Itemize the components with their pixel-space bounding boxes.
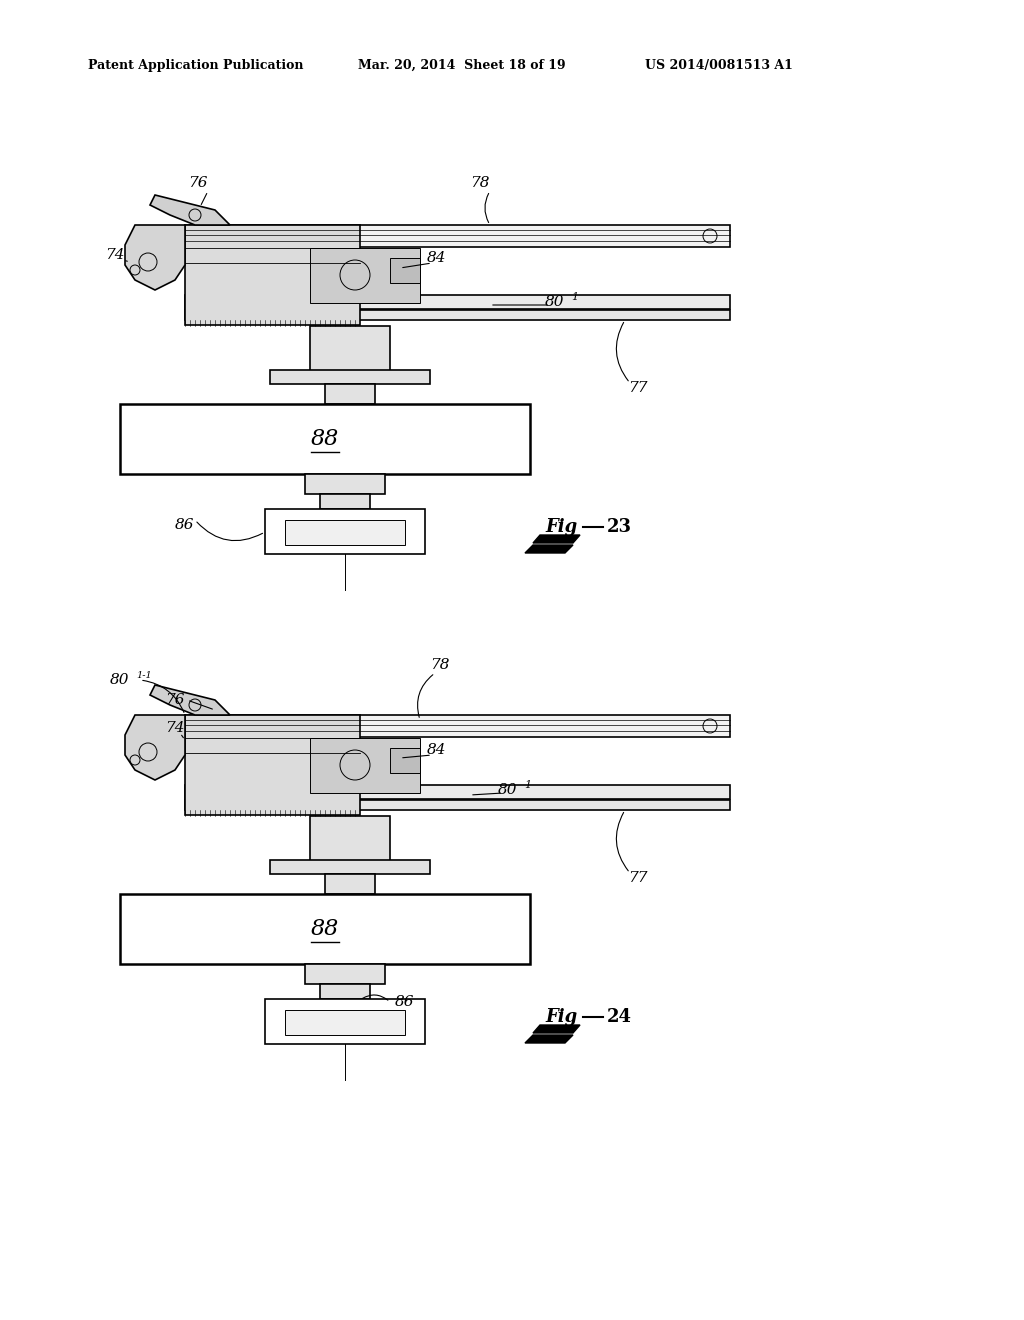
- Bar: [285, 1010, 406, 1035]
- Text: 84: 84: [427, 251, 446, 265]
- Bar: [310, 816, 390, 866]
- Bar: [185, 224, 730, 247]
- Bar: [310, 326, 390, 376]
- Polygon shape: [534, 1026, 580, 1034]
- Bar: [390, 748, 420, 774]
- Text: 88: 88: [311, 428, 339, 450]
- Text: 80: 80: [499, 783, 518, 797]
- Polygon shape: [525, 1035, 573, 1043]
- Polygon shape: [150, 685, 230, 715]
- Text: 86: 86: [395, 995, 415, 1008]
- Text: 78: 78: [470, 176, 489, 190]
- Polygon shape: [125, 715, 185, 780]
- FancyArrowPatch shape: [485, 194, 488, 223]
- Text: 74: 74: [105, 248, 125, 261]
- Polygon shape: [125, 224, 185, 290]
- Bar: [185, 715, 360, 814]
- Bar: [185, 715, 730, 737]
- Bar: [325, 874, 375, 894]
- Polygon shape: [534, 535, 580, 543]
- Bar: [270, 861, 430, 874]
- Bar: [305, 474, 385, 494]
- Text: 1: 1: [524, 780, 531, 789]
- Text: 77: 77: [629, 871, 648, 884]
- Text: 76: 76: [165, 693, 184, 708]
- Bar: [319, 494, 370, 510]
- Text: 78: 78: [430, 657, 450, 672]
- FancyArrowPatch shape: [142, 680, 184, 713]
- Bar: [325, 384, 375, 404]
- Text: 88: 88: [311, 917, 339, 940]
- Text: 76: 76: [188, 176, 208, 190]
- Text: 74: 74: [165, 721, 184, 735]
- Bar: [120, 404, 530, 474]
- Bar: [185, 785, 730, 799]
- FancyArrowPatch shape: [616, 322, 629, 381]
- Text: Patent Application Publication: Patent Application Publication: [88, 58, 303, 71]
- Bar: [305, 964, 385, 983]
- Text: 80: 80: [545, 294, 565, 309]
- FancyArrowPatch shape: [197, 521, 262, 541]
- Text: 80: 80: [111, 673, 130, 686]
- Bar: [390, 257, 420, 282]
- Text: 24: 24: [607, 1008, 632, 1026]
- FancyArrowPatch shape: [362, 995, 388, 1001]
- Text: 84: 84: [427, 743, 446, 756]
- Bar: [285, 520, 406, 545]
- Text: 1: 1: [571, 292, 579, 302]
- Bar: [310, 738, 420, 793]
- Bar: [270, 370, 430, 384]
- Text: Mar. 20, 2014  Sheet 18 of 19: Mar. 20, 2014 Sheet 18 of 19: [358, 58, 565, 71]
- Polygon shape: [150, 195, 230, 224]
- Polygon shape: [525, 545, 573, 553]
- Text: 77: 77: [629, 381, 648, 395]
- Bar: [185, 800, 730, 810]
- Bar: [185, 294, 730, 309]
- FancyArrowPatch shape: [418, 675, 433, 717]
- Text: Fig: Fig: [545, 517, 578, 536]
- Bar: [185, 224, 360, 325]
- Bar: [319, 983, 370, 999]
- Bar: [185, 310, 730, 319]
- FancyArrowPatch shape: [616, 812, 629, 871]
- Bar: [265, 999, 425, 1044]
- Bar: [120, 894, 530, 964]
- Bar: [310, 248, 420, 304]
- Text: Fig: Fig: [545, 1008, 578, 1026]
- Text: US 2014/0081513 A1: US 2014/0081513 A1: [645, 58, 793, 71]
- Bar: [265, 510, 425, 554]
- Text: 23: 23: [607, 517, 632, 536]
- Text: 86: 86: [175, 517, 195, 532]
- Text: 1-1: 1-1: [136, 671, 152, 680]
